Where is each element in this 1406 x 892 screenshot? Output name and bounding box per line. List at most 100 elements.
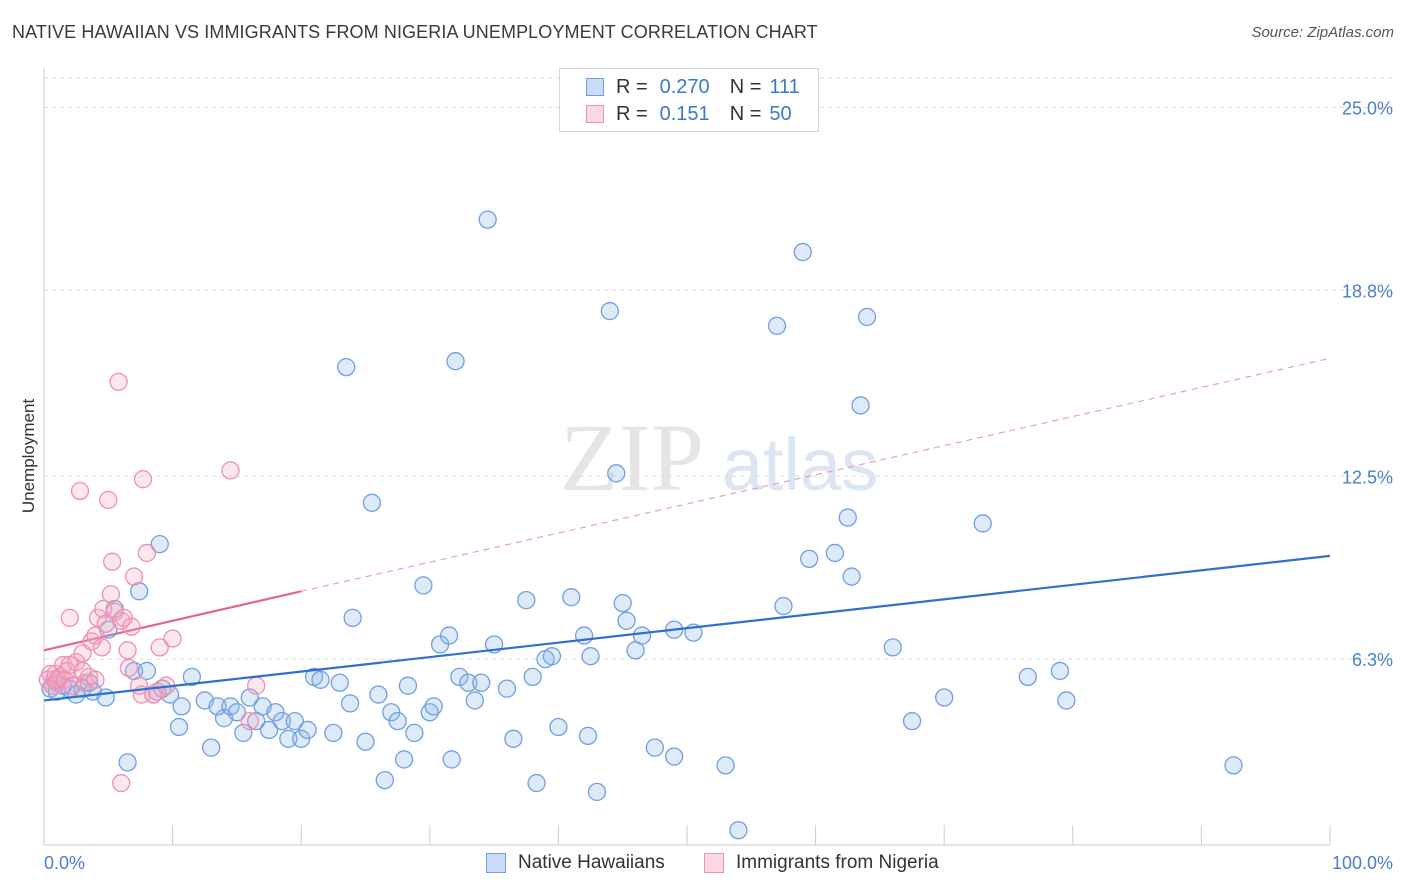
point-native-hawaiian	[729, 821, 748, 840]
point-native-hawaiian	[369, 685, 388, 704]
point-native-hawaiian	[424, 697, 443, 716]
point-native-hawaiian	[562, 588, 581, 607]
trend-native-hawaiians	[43, 554, 1331, 702]
point-native-hawaiian	[607, 464, 626, 483]
point-native-hawaiian	[1224, 756, 1243, 775]
point-nigeria	[150, 638, 169, 657]
y-tick-label: 6.3%	[1352, 650, 1393, 670]
bottom-legend-swatch-blue	[486, 853, 506, 873]
point-native-hawaiian	[542, 647, 562, 666]
bottom-legend-label: Immigrants from Nigeria	[736, 852, 939, 873]
point-native-hawaiian	[169, 717, 189, 737]
bottom-legend-swatch-pink	[704, 853, 724, 873]
bottom-legend-label: Native Hawaiians	[518, 852, 665, 873]
point-nigeria	[119, 658, 139, 678]
point-native-hawaiian	[394, 750, 414, 769]
point-nigeria	[86, 626, 105, 645]
point-native-hawaiian	[767, 316, 787, 335]
point-nigeria	[86, 670, 105, 689]
x-tick-label-max: 100.0%	[1332, 853, 1393, 873]
point-native-hawaiian	[478, 210, 497, 229]
point-native-hawaiian	[716, 756, 735, 775]
point-native-hawaiian	[842, 567, 861, 586]
y-tick-label: 25.0%	[1342, 99, 1393, 119]
point-nigeria	[247, 676, 266, 695]
point-nigeria	[221, 461, 240, 480]
point-native-hawaiian	[838, 508, 857, 527]
legend-swatch-blue	[586, 78, 604, 96]
point-native-hawaiian	[240, 688, 259, 707]
point-native-hawaiian	[578, 726, 598, 745]
point-native-hawaiian	[202, 738, 221, 757]
point-nigeria	[124, 567, 144, 586]
point-native-hawaiian	[362, 493, 382, 512]
point-native-hawaiian	[298, 720, 317, 740]
point-native-hawaiian	[375, 770, 394, 790]
points-nigeria	[38, 372, 266, 793]
point-native-hawaiian	[234, 723, 253, 743]
point-native-hawaiian	[587, 782, 607, 802]
x-tick-label-min: 0.0%	[44, 853, 85, 873]
point-native-hawaiian	[150, 534, 169, 554]
point-native-hawaiian	[600, 301, 619, 321]
point-native-hawaiian	[446, 352, 465, 371]
point-native-hawaiian	[472, 673, 491, 692]
point-nigeria	[112, 611, 131, 630]
legend-n-value: 111	[769, 75, 800, 98]
point-native-hawaiian	[774, 596, 793, 616]
point-nigeria	[112, 773, 131, 793]
point-native-hawaiian	[259, 720, 279, 740]
point-nigeria	[103, 552, 122, 571]
chart-title: NATIVE HAWAIIAN VS IMMIGRANTS FROM NIGER…	[12, 22, 818, 42]
bottom-legend-native-hawaiians: Native Hawaiians	[486, 852, 665, 874]
y-tick-label: 18.8%	[1342, 281, 1393, 301]
legend-r-value: 0.270	[659, 75, 710, 98]
point-native-hawaiian	[118, 753, 137, 772]
point-native-hawaiian	[324, 723, 343, 743]
point-native-hawaiian	[581, 647, 600, 666]
watermark-zip: ZIP	[560, 404, 704, 511]
legend-box: R = 0.270 N = 111 R = 0.151 N = 50	[559, 68, 819, 132]
source-label: Source: ZipAtlas.com	[1251, 24, 1394, 41]
point-native-hawaiian	[523, 667, 542, 686]
bottom-legend: Native Hawaiians Immigrants from Nigeria	[0, 852, 1406, 878]
point-native-hawaiian	[664, 747, 684, 766]
point-nigeria	[240, 711, 259, 731]
point-native-hawaiian	[1057, 691, 1076, 710]
point-native-hawaiian	[825, 543, 845, 563]
legend-r-value: 0.151	[659, 102, 710, 125]
point-native-hawaiian	[311, 670, 330, 689]
legend-n-label: N =	[729, 102, 762, 125]
point-nigeria	[70, 481, 90, 501]
point-native-hawaiian	[405, 723, 424, 743]
point-native-hawaiian	[337, 357, 356, 377]
point-nigeria	[99, 490, 118, 510]
y-axis-label: Unemployment	[19, 399, 38, 514]
point-native-hawaiian	[504, 729, 523, 748]
point-nigeria	[133, 470, 153, 489]
y-tick-label: 12.5%	[1342, 467, 1393, 487]
watermark: ZIP atlas	[560, 404, 878, 511]
point-nigeria	[92, 638, 112, 657]
point-native-hawaiian	[632, 626, 652, 645]
point-nigeria	[163, 629, 182, 648]
point-native-hawaiian	[645, 738, 664, 757]
point-native-hawaiian	[330, 673, 349, 692]
points-native-hawaiians	[41, 210, 1243, 840]
trend-line-nigeria	[43, 590, 302, 652]
legend-r-label: R =	[616, 102, 648, 125]
point-native-hawaiian	[973, 514, 992, 533]
point-native-hawaiian	[793, 242, 812, 262]
point-native-hawaiian	[285, 711, 304, 731]
point-nigeria	[94, 599, 113, 619]
point-native-hawaiian	[172, 697, 191, 716]
point-nigeria	[137, 543, 157, 563]
trend-line-native-hawaiians	[43, 554, 1331, 702]
point-native-hawaiian	[883, 638, 902, 657]
point-native-hawaiian	[439, 626, 459, 645]
bottom-legend-nigeria: Immigrants from Nigeria	[704, 852, 939, 874]
point-nigeria	[60, 608, 79, 627]
point-nigeria	[109, 372, 128, 392]
watermark-atlas: atlas	[722, 423, 878, 506]
point-native-hawaiian	[465, 691, 484, 710]
